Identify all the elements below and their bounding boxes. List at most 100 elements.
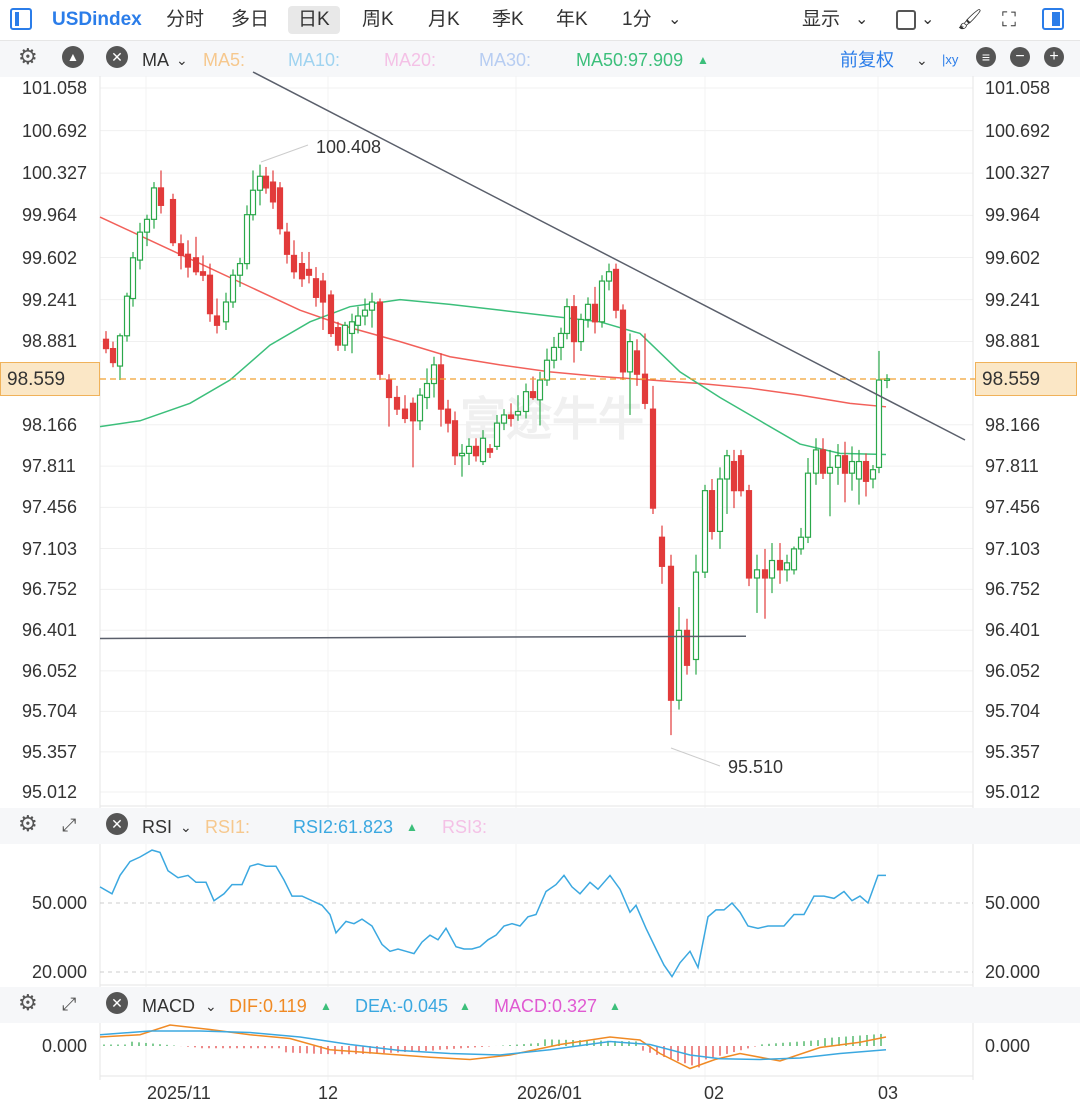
close-icon[interactable]: ✕ — [106, 46, 128, 68]
candle-body — [334, 327, 342, 346]
gear-icon[interactable]: ⚙ — [18, 990, 38, 1015]
collapse-up-icon[interactable]: ▲ — [62, 46, 84, 68]
candle-body — [423, 382, 431, 399]
candle-body — [479, 437, 487, 463]
candle-body — [692, 571, 700, 661]
candle-body — [776, 559, 784, 571]
rsi-label-50-right: 50.000 — [985, 893, 1041, 913]
candle-body — [102, 338, 110, 350]
candle-body — [875, 379, 883, 468]
tab-multi-day[interactable]: 多日 — [231, 9, 270, 30]
close-icon[interactable]: ✕ — [106, 992, 128, 1014]
candle-body — [761, 569, 769, 579]
zoom-in-icon[interactable]: + — [1044, 47, 1064, 67]
candle-body — [649, 408, 657, 509]
candle-body — [797, 536, 805, 550]
candle-body — [563, 306, 571, 335]
tab-yearly-k[interactable]: 年K — [556, 9, 588, 30]
sidebar-toggle-icon[interactable] — [10, 8, 32, 30]
tab-quarterly-k[interactable]: 季K — [492, 9, 524, 30]
close-icon[interactable]: ✕ — [106, 813, 128, 835]
zoom-out-icon[interactable]: − — [1010, 47, 1030, 67]
chevron-down-icon[interactable]: ⌄ — [916, 52, 928, 68]
candle-body — [641, 373, 649, 404]
chevron-down-icon[interactable]: ⌄ — [180, 819, 192, 835]
dea-value: DEA:-0.045 — [355, 996, 449, 1016]
panel-layout-icon[interactable] — [1042, 8, 1064, 30]
checkbox-icon[interactable] — [896, 10, 916, 30]
chevron-down-icon[interactable]: ⌄ — [205, 998, 217, 1014]
price-label: 99.241 — [22, 289, 78, 310]
tab-monthly-k[interactable]: 月K — [428, 9, 460, 30]
price-label: 97.103 — [22, 538, 78, 559]
tab-intraday[interactable]: 分时 — [166, 9, 205, 30]
chevron-down-icon[interactable]: ⌄ — [921, 11, 935, 28]
minus-circle-icon[interactable]: ≡ — [976, 47, 996, 67]
x-label-nov: 2025/11 — [147, 1083, 211, 1103]
candle-body — [790, 548, 798, 571]
tab-daily-k[interactable]: 日K — [288, 6, 340, 34]
price-label: 95.012 — [22, 782, 78, 802]
rsi-indicator-name[interactable]: RSI — [142, 817, 173, 837]
price-label: 99.964 — [985, 205, 1041, 226]
symbol-name[interactable]: USDindex — [52, 9, 142, 30]
candle-body — [745, 490, 753, 579]
candle-body — [222, 301, 230, 323]
price-label: 100.692 — [985, 120, 1051, 141]
candle-body — [109, 347, 117, 364]
fullscreen-icon[interactable]: ⛶ — [1002, 9, 1016, 31]
chevron-down-icon[interactable]: ⌄ — [668, 11, 682, 28]
chevron-down-icon[interactable]: ⌄ — [176, 52, 188, 68]
chevron-down-icon[interactable]: ⌄ — [855, 11, 869, 28]
price-label: 101.058 — [985, 78, 1051, 98]
candle-body — [451, 420, 459, 457]
dif-up-arrow-icon: ▲ — [320, 999, 332, 1013]
drawn-support-line — [99, 635, 747, 640]
price-label: 96.401 — [985, 620, 1041, 641]
candle-body — [341, 324, 349, 346]
candle-body — [819, 449, 827, 474]
candle-body — [486, 448, 494, 453]
tab-minute[interactable]: 1分 — [622, 9, 652, 30]
price-label: 95.357 — [22, 741, 78, 762]
candle-body — [730, 460, 738, 492]
dea-line — [99, 1030, 887, 1061]
candle-body — [543, 359, 551, 381]
low-annotation: 95.510 — [728, 757, 784, 777]
draw-brush-icon[interactable]: 🖌 — [957, 9, 983, 31]
candle-body — [667, 565, 675, 701]
price-label: 98.166 — [985, 414, 1041, 435]
gear-icon[interactable]: ⚙ — [18, 44, 38, 69]
ma-indicator-name[interactable]: MA — [142, 50, 169, 70]
current-price-tag-right: 98.559 — [975, 362, 1077, 396]
candle-body — [262, 175, 270, 189]
candle-body — [348, 321, 356, 335]
macd-up-arrow-icon: ▲ — [609, 999, 621, 1013]
ma20-value: MA20: — [384, 50, 437, 70]
adjust-mode-select[interactable]: 前复权 — [840, 50, 894, 70]
expand-icon[interactable]: ⤢ — [62, 994, 77, 1014]
candle-body — [529, 391, 537, 399]
price-label: 96.752 — [22, 579, 78, 600]
candle-body — [444, 408, 452, 424]
candle-body — [409, 402, 417, 422]
rsi3-value: RSI3: — [442, 817, 488, 837]
price-label: 95.704 — [985, 701, 1041, 722]
price-label: 100.327 — [22, 163, 88, 184]
macd-label-0: 0.000 — [42, 1036, 88, 1056]
axis-scale-icon[interactable]: |xy — [942, 52, 959, 67]
candle-body — [401, 408, 409, 420]
macd-indicator-name[interactable]: MACD — [142, 996, 195, 1016]
display-menu[interactable]: 显示 — [802, 9, 841, 30]
price-label: 98.881 — [22, 331, 78, 352]
expand-icon[interactable]: ⤢ — [62, 815, 77, 835]
gear-icon[interactable]: ⚙ — [18, 811, 38, 836]
rsi1-value: RSI1: — [205, 817, 251, 837]
candle-body — [199, 271, 207, 276]
dea-up-arrow-icon: ▲ — [459, 999, 471, 1013]
tab-weekly-k[interactable]: 周K — [362, 9, 394, 30]
price-label: 99.241 — [985, 289, 1041, 310]
candle-body — [269, 181, 277, 203]
candle-body — [737, 455, 745, 492]
